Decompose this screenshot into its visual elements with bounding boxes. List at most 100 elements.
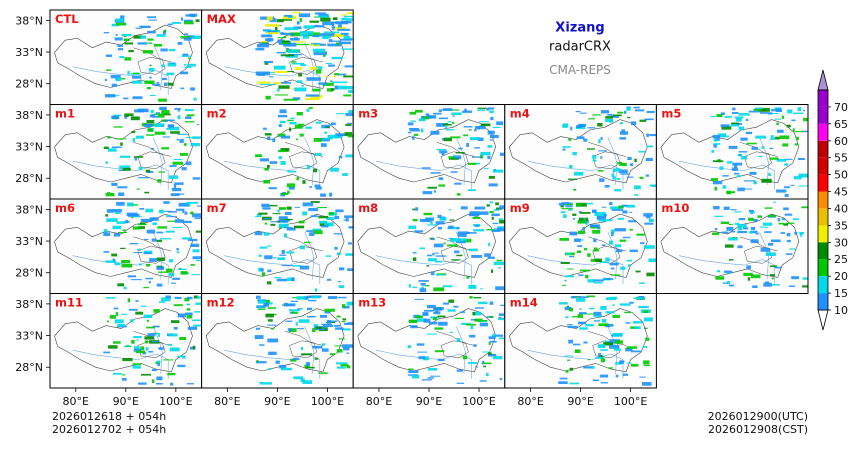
- panel-m4: m4: [504, 104, 657, 200]
- echo-patch: [716, 270, 720, 273]
- echo-patch: [441, 152, 445, 156]
- echo-patch: [583, 138, 588, 142]
- y-tick-label: 33°N: [15, 141, 43, 154]
- echo-patch: [447, 121, 452, 123]
- echo-patch: [569, 307, 573, 312]
- echo-patch: [162, 136, 171, 138]
- echo-patch: [629, 249, 638, 252]
- echo-patch: [265, 38, 272, 42]
- river-line: [456, 326, 466, 374]
- echo-patch: [477, 107, 487, 109]
- echo-patch: [732, 107, 736, 111]
- echo-patch: [558, 203, 565, 206]
- echo-patch: [633, 297, 644, 300]
- echo-patch: [132, 226, 141, 230]
- echo-patch: [139, 208, 145, 210]
- echo-patch: [176, 248, 179, 251]
- echo-patch: [191, 274, 201, 276]
- echo-patch: [452, 115, 455, 117]
- echo-patch: [279, 364, 287, 369]
- echo-patch: [421, 167, 431, 169]
- echo-patch: [486, 229, 494, 231]
- echo-patch: [320, 193, 326, 197]
- echo-patch: [302, 380, 312, 384]
- echo-patch: [739, 154, 742, 156]
- echo-patch: [610, 206, 621, 210]
- echo-patch: [312, 328, 316, 333]
- echo-patch: [615, 249, 623, 253]
- echo-patch: [317, 15, 330, 18]
- echo-patch: [593, 238, 597, 243]
- echo-patch: [433, 243, 444, 248]
- echo-patch: [120, 247, 126, 249]
- border-line: [509, 213, 648, 278]
- echo-patch: [116, 202, 125, 206]
- echo-patch: [740, 137, 748, 141]
- echo-patch: [144, 340, 149, 344]
- panel-m5: m5: [655, 104, 809, 200]
- echo-patch: [308, 107, 313, 109]
- echo-patch: [643, 360, 650, 365]
- echo-patch: [137, 42, 148, 45]
- echo-patch: [462, 355, 468, 360]
- echo-patch: [296, 112, 303, 116]
- echo-patch: [575, 111, 581, 113]
- echo-patch: [643, 364, 651, 367]
- echo-patch: [192, 256, 202, 260]
- echo-patch: [462, 110, 473, 113]
- echo-patch: [495, 286, 505, 291]
- echo-patch: [413, 133, 419, 136]
- echo-patch: [489, 110, 494, 113]
- echo-patch: [721, 126, 732, 130]
- echo-patch: [300, 35, 303, 37]
- echo-patch: [293, 225, 305, 229]
- echo-patch: [429, 321, 438, 325]
- echo-patch: [164, 82, 168, 86]
- echo-patch: [292, 97, 301, 100]
- echo-patch: [332, 27, 335, 31]
- echo-patch: [327, 320, 338, 322]
- echo-patch: [190, 243, 200, 247]
- echo-patch: [133, 72, 140, 74]
- echo-patch: [258, 212, 268, 215]
- echo-patch: [767, 113, 779, 114]
- echo-patch: [338, 155, 343, 159]
- echo-patch: [287, 49, 299, 53]
- echo-patch: [771, 239, 781, 243]
- echo-patch: [119, 165, 131, 170]
- echo-patch: [287, 119, 294, 122]
- echo-patch: [420, 283, 426, 286]
- echo-patch: [132, 75, 142, 79]
- echo-patch: [161, 119, 168, 122]
- echo-patch: [291, 61, 297, 63]
- echo-patch: [480, 288, 483, 290]
- echo-patch: [609, 262, 619, 266]
- colorbar-segment: [818, 276, 828, 294]
- echo-patch: [132, 363, 142, 365]
- echo-patch: [595, 357, 604, 359]
- echo-patch: [151, 115, 159, 118]
- echo-patch: [633, 106, 640, 109]
- echo-patch: [140, 35, 147, 39]
- echo-patch: [443, 124, 452, 126]
- echo-patch: [310, 201, 320, 203]
- echo-patch: [348, 89, 354, 93]
- echo-patch: [408, 368, 414, 370]
- echo-patch: [128, 50, 134, 53]
- echo-patch: [750, 239, 759, 244]
- echo-patch: [561, 202, 570, 205]
- echo-patch: [786, 222, 795, 224]
- echo-patch: [625, 322, 631, 324]
- echo-patch: [342, 173, 348, 176]
- echo-patch: [456, 254, 463, 257]
- echo-patch: [174, 108, 181, 110]
- echo-patch: [303, 296, 309, 300]
- echo-patch: [433, 307, 443, 311]
- echo-patch: [329, 34, 344, 37]
- province-line: [588, 331, 627, 346]
- echo-patch: [579, 312, 587, 315]
- echo-patch: [287, 15, 293, 19]
- echo-patch: [738, 151, 748, 153]
- echo-patch: [714, 215, 723, 217]
- echo-patch: [336, 42, 340, 46]
